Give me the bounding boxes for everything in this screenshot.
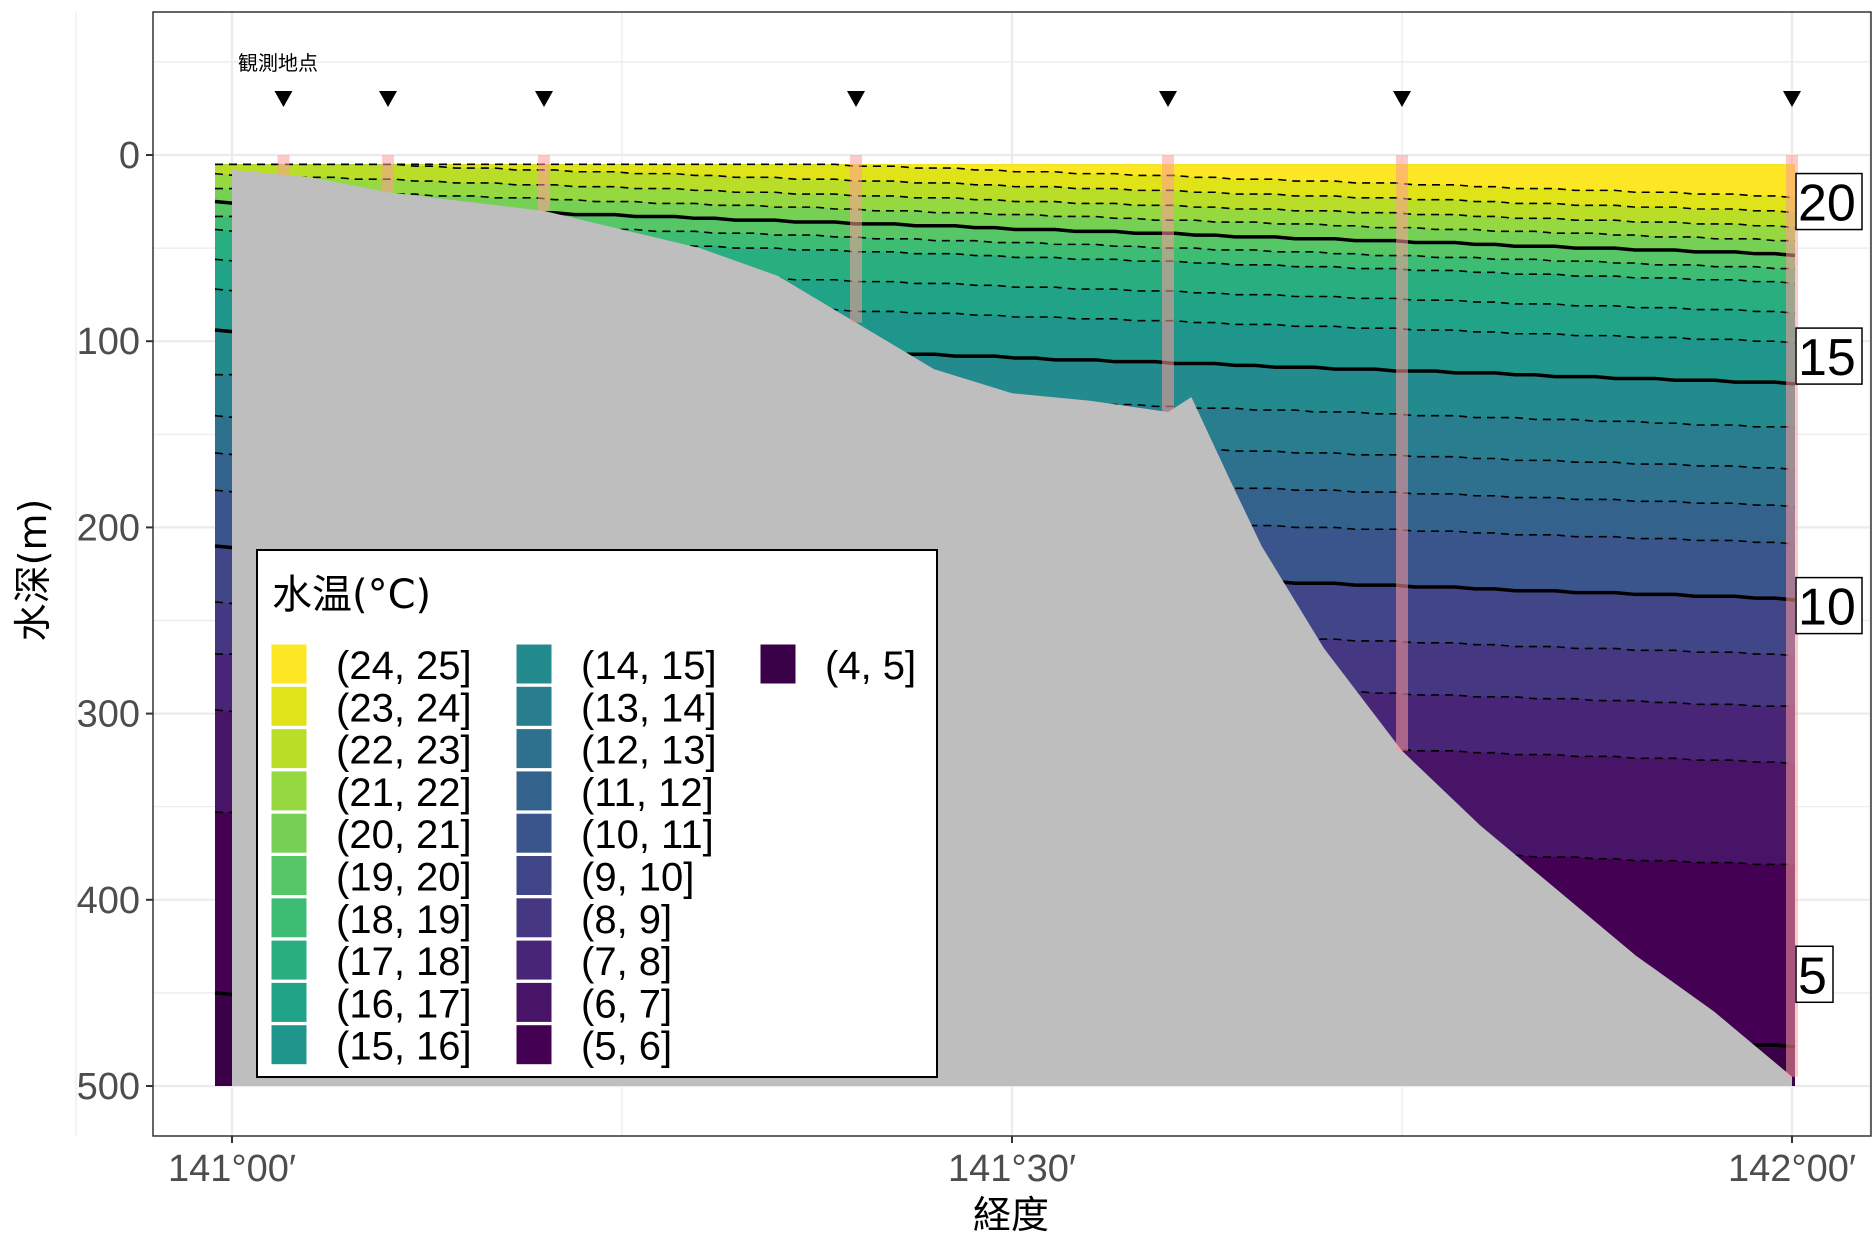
legend-swatch	[515, 939, 553, 981]
contour-label: 5	[1798, 947, 1827, 1005]
legend-swatch	[270, 812, 308, 854]
legend-label: (13, 14]	[581, 686, 717, 730]
legend-label: (14, 15]	[581, 644, 717, 688]
contour-label-box	[1795, 327, 1863, 385]
legend-label: (6, 7]	[581, 982, 672, 1026]
legend-swatch	[515, 728, 553, 770]
legend-label: (9, 10]	[581, 856, 694, 900]
legend-swatch	[759, 643, 797, 685]
legend-label: (8, 9]	[581, 898, 672, 942]
station-marker	[1783, 91, 1801, 107]
y-tick-label: 200	[77, 507, 140, 549]
legend-swatch	[515, 770, 553, 812]
station-marker	[1159, 91, 1177, 107]
legend-swatch	[270, 897, 308, 939]
station-bands	[277, 155, 1798, 1077]
legend-swatch	[515, 981, 553, 1023]
legend-label: (22, 23]	[336, 729, 472, 773]
legend-swatch	[270, 939, 308, 981]
x-tick-label: 141°00′	[168, 1148, 296, 1190]
legend-label: (21, 22]	[336, 771, 472, 815]
isotherm-minor	[215, 215, 1795, 270]
station-band	[1162, 155, 1174, 412]
legend-label: (19, 20]	[336, 856, 472, 900]
y-tick-label: 500	[77, 1066, 140, 1108]
station-marker	[1393, 91, 1411, 107]
isotherm-minor	[215, 187, 1795, 242]
legend-label: (4, 5]	[825, 644, 916, 688]
legend-label: (20, 21]	[336, 813, 472, 857]
contour-label: 20	[1798, 175, 1856, 233]
legend-label: (11, 12]	[581, 771, 714, 815]
contour-label: 15	[1798, 329, 1856, 387]
y-tick-label: 0	[119, 135, 140, 177]
station-marker	[379, 91, 397, 107]
legend-swatch	[270, 770, 308, 812]
legend-swatch	[270, 685, 308, 727]
y-axis: 0 100 200 300 400 500	[77, 135, 153, 1108]
legend-label: (23, 24]	[336, 686, 472, 730]
y-tick-label: 300	[77, 694, 140, 736]
legend-swatch	[270, 1024, 308, 1066]
station-marker	[274, 91, 293, 107]
contour-label-box	[1795, 945, 1834, 1004]
station-band	[850, 155, 862, 323]
x-tick-label: 141°30′	[948, 1148, 1076, 1190]
legend: 水温(°C) (24, 25](23, 24](22, 23](21, 22](…	[256, 549, 938, 1078]
legend-box	[256, 549, 938, 1078]
isotherm-minor	[215, 163, 1796, 199]
legend-swatch	[270, 981, 308, 1023]
station-marker	[535, 91, 553, 107]
station-band	[277, 155, 290, 175]
x-axis: 141°00′ 141°30′ 142°00′	[168, 1136, 1856, 1190]
isotherm-minor	[214, 288, 1796, 344]
contour-label-box	[1795, 576, 1863, 635]
legend-swatch	[270, 643, 308, 685]
isotherm-minor	[215, 163, 1796, 214]
station-band	[1786, 155, 1798, 1077]
isotherm-minor	[214, 172, 1796, 229]
legend-label: (16, 17]	[336, 982, 472, 1026]
legend-label: (7, 8]	[581, 940, 672, 984]
y-axis-title: 水深(m)	[11, 499, 55, 642]
station-marker	[847, 91, 865, 107]
legend-label: (24, 25]	[336, 644, 472, 688]
legend-items: (24, 25](23, 24](22, 23](21, 22](20, 21]…	[270, 643, 916, 1069]
station-band	[382, 155, 394, 193]
legend-swatch	[270, 855, 308, 896]
legend-swatch	[515, 812, 553, 854]
x-axis-title: 経度	[973, 1193, 1049, 1236]
legend-label: (10, 11]	[581, 813, 714, 857]
contour-label: 10	[1798, 579, 1856, 637]
legend-swatch	[515, 685, 553, 727]
isotherm-minor	[214, 228, 1796, 285]
legend-swatch	[515, 855, 553, 896]
legend-swatch	[515, 897, 553, 939]
y-tick-label: 100	[77, 321, 140, 363]
station-band	[1396, 155, 1408, 751]
station-caption: 観測地点	[238, 51, 318, 75]
isotherm-minor	[214, 258, 1796, 315]
legend-swatch	[515, 1024, 553, 1066]
contour-labels: 20 15 10 5	[1795, 172, 1863, 1005]
y-tick-label: 400	[77, 880, 140, 922]
legend-label: (18, 19]	[336, 898, 472, 942]
legend-title: 水温(°C)	[272, 572, 431, 618]
station-markers	[274, 91, 1801, 107]
legend-swatch	[515, 643, 553, 685]
legend-label: (17, 18]	[336, 940, 472, 984]
legend-label: (12, 13]	[581, 729, 717, 773]
legend-label: (5, 6]	[581, 1025, 672, 1069]
station-band	[538, 155, 550, 211]
x-tick-label: 142°00′	[1728, 1148, 1856, 1190]
legend-label: (15, 16]	[336, 1025, 472, 1069]
legend-swatch	[270, 728, 308, 770]
contour-label-box	[1795, 172, 1863, 231]
